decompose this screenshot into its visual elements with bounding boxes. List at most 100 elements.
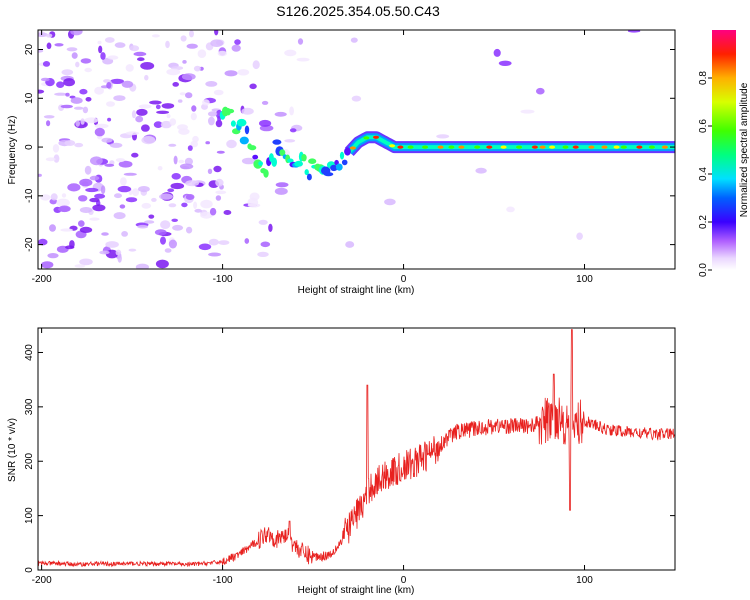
noise-blob — [160, 236, 166, 245]
ridge-blob — [301, 154, 307, 162]
noise-blob — [101, 137, 113, 143]
noise-blob — [215, 195, 222, 201]
noise-blob — [105, 241, 119, 248]
colorbar-tick-label: 0.6 — [698, 119, 709, 133]
colorbar-tick-label: 0.8 — [698, 71, 709, 85]
noise-blob — [85, 187, 99, 193]
noise-blob — [191, 105, 197, 112]
noise-blob — [84, 67, 92, 73]
noise-blob — [117, 254, 122, 263]
noise-blob — [155, 104, 161, 110]
noise-blob — [40, 77, 50, 82]
noise-blob — [165, 40, 170, 49]
noise-blob — [79, 258, 93, 266]
noise-blob — [53, 154, 60, 163]
noise-blob — [38, 89, 45, 94]
x-tick-label: 0 — [401, 274, 407, 285]
noise-blob — [181, 202, 188, 208]
noise-blob — [128, 248, 137, 252]
noise-blob — [160, 220, 171, 230]
noise-blob — [92, 204, 106, 212]
noise-blob — [172, 224, 184, 231]
noise-blob — [215, 119, 223, 128]
noise-blob — [84, 117, 99, 124]
y-tick-label: 20 — [24, 44, 35, 56]
noise-blob — [100, 52, 106, 60]
ridge-hotspot — [363, 136, 370, 140]
ridge-hotspot — [601, 145, 608, 149]
noise-blob — [60, 228, 73, 232]
noise-blob — [114, 193, 122, 199]
noise-blob — [208, 252, 222, 257]
ridge-blob — [341, 159, 348, 166]
noise-blob — [436, 134, 450, 139]
ridge-blob — [306, 173, 312, 181]
ridge-blob — [227, 108, 235, 114]
noise-blob — [224, 70, 238, 77]
noise-blob — [103, 79, 111, 83]
noise-blob — [384, 198, 396, 206]
ridge-blob — [248, 145, 257, 151]
ridge-blob — [239, 136, 249, 145]
noise-blob — [177, 124, 188, 131]
noise-blob — [173, 155, 178, 165]
y-tick-label: 0 — [24, 144, 35, 150]
y-tick-label: -20 — [24, 237, 35, 252]
noise-blob — [99, 250, 110, 255]
noise-blob — [244, 238, 250, 244]
noise-blob — [40, 194, 51, 201]
noise-blob — [94, 86, 104, 95]
ridge-hotspot — [458, 145, 465, 149]
noise-blob — [274, 187, 288, 195]
ridge-hotspot — [500, 145, 507, 149]
ridge-blob — [258, 161, 263, 166]
noise-blob — [144, 74, 149, 81]
x-tick-label: 0 — [401, 575, 407, 586]
noise-blob — [113, 95, 126, 101]
snr-panel: -200 -100 0 100 0 100 200 300 400 Height of str… — [7, 327, 676, 596]
noise-blob — [120, 177, 127, 186]
noise-blob — [351, 95, 362, 102]
noise-blob — [121, 80, 134, 88]
noise-blob — [131, 110, 137, 119]
noise-blob — [73, 106, 84, 110]
noise-blob — [113, 212, 126, 220]
colorbar-ticks: 0.0 0.2 0.4 0.6 0.8 — [698, 71, 712, 277]
ridge-blob — [330, 164, 338, 172]
noise-blob — [181, 73, 196, 81]
noise-blob — [50, 193, 58, 201]
ridge-blob — [272, 139, 282, 145]
noise-blob — [104, 37, 115, 43]
noise-blob — [121, 231, 128, 237]
noise-blob — [208, 238, 219, 246]
noise-blob — [185, 180, 200, 187]
noise-blob — [259, 119, 272, 127]
noise-blob — [144, 220, 155, 224]
noise-blob — [177, 99, 183, 103]
snr-marks — [38, 329, 675, 568]
noise-blob — [79, 226, 93, 233]
noise-blob — [94, 193, 106, 199]
y-tick-label: 0 — [24, 567, 35, 573]
noise-blob — [41, 261, 54, 269]
spectrogram-x-axis-label: Height of straight line (km) — [298, 285, 415, 296]
noise-blob — [79, 88, 88, 95]
noise-blob — [164, 248, 172, 253]
noise-blob — [627, 30, 641, 33]
colorbar-tick-label: 0.2 — [698, 215, 709, 229]
ridge-blob — [263, 169, 269, 178]
noise-blob — [180, 35, 187, 42]
noise-blob — [49, 224, 56, 232]
ridge-hotspot — [588, 145, 595, 149]
noise-blob — [71, 52, 78, 59]
ridge-hotspot — [539, 145, 546, 149]
noise-blob — [166, 68, 181, 76]
noise-blob — [289, 128, 297, 133]
noise-blob — [43, 115, 55, 119]
noise-blob — [168, 239, 177, 249]
noise-blob — [241, 157, 256, 165]
ridge-hotspot — [636, 145, 643, 149]
ridge-blob — [344, 147, 351, 156]
